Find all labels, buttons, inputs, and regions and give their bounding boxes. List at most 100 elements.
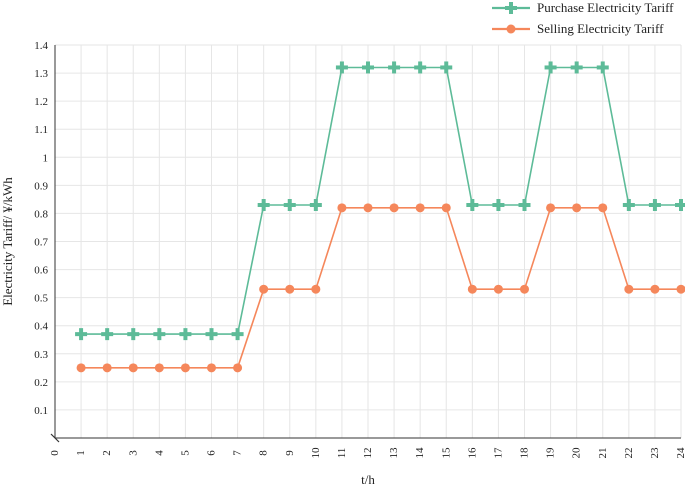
data-point	[467, 284, 477, 294]
y-tick-label: 0.4	[34, 321, 48, 333]
data-point	[335, 61, 348, 74]
marker-plus-v	[339, 61, 344, 74]
data-point	[389, 203, 399, 213]
data-point	[570, 61, 583, 74]
y-tick-label: 0.3	[34, 349, 48, 361]
marker-plus-v	[444, 61, 449, 74]
y-tick-label: 1.2	[34, 96, 48, 108]
x-tick-label: 4	[153, 450, 165, 456]
x-tick-label: 16	[466, 447, 478, 459]
y-axis-label: Electricity Tariff/ ¥/kWh	[0, 177, 15, 306]
data-point	[205, 328, 218, 341]
marker-plus-v	[600, 61, 605, 74]
data-point	[283, 199, 296, 212]
marker-plus-v	[157, 328, 162, 341]
axis-break-mark	[50, 433, 60, 443]
x-tick-label: 9	[284, 450, 296, 456]
data-point	[362, 61, 374, 74]
data-point	[309, 199, 322, 212]
x-tick-label: 24	[675, 447, 685, 459]
marker-plus-v	[105, 328, 110, 341]
legend-item: Selling Electricity Tariff	[492, 21, 664, 36]
marker-plus-v	[574, 61, 579, 74]
data-point	[257, 199, 270, 212]
x-tick-label: 5	[179, 450, 191, 456]
marker-plus-v	[261, 199, 266, 212]
series-layer	[75, 61, 685, 373]
x-tick-label: 10	[310, 447, 322, 459]
marker-plus-v	[79, 328, 84, 341]
marker-plus-v	[183, 328, 188, 341]
data-point	[466, 199, 479, 212]
data-point	[520, 284, 529, 294]
x-tick-labels: 0 1 2 3 4 5 6 7 8 9 10 11 12 13 14 15 16 17 18 19 20 21 22 23 24	[49, 447, 685, 459]
x-axis-label: t/h	[361, 472, 375, 486]
marker-plus-v	[131, 328, 136, 341]
legend: Purchase Electricity Tariff Selling Elect…	[492, 0, 674, 36]
x-tick-label: 22	[623, 448, 635, 459]
data-point	[233, 363, 243, 373]
marker-plus-v	[496, 199, 501, 212]
data-point	[596, 61, 609, 74]
y-tick-label: 0.6	[34, 265, 48, 277]
legend-swatch-marker	[505, 2, 517, 14]
data-point	[492, 199, 505, 212]
legend-swatch-marker	[506, 24, 516, 34]
x-tick-label: 12	[362, 448, 374, 459]
data-point	[622, 199, 635, 212]
marker-plus-v	[522, 199, 527, 212]
y-tick-label: 0.1	[34, 405, 48, 417]
x-tick-label: 2	[101, 450, 113, 456]
data-point	[415, 203, 425, 213]
marker-plus-v	[366, 61, 370, 74]
data-point	[440, 61, 453, 74]
series-purchase	[75, 61, 685, 341]
x-tick-label: 7	[232, 450, 244, 456]
data-point	[518, 199, 531, 212]
x-tick-label: 13	[388, 447, 400, 459]
y-tick-label: 1.1	[34, 124, 48, 136]
marker-plus-v	[470, 199, 475, 212]
data-point	[128, 363, 138, 373]
x-tick-label: 18	[519, 447, 531, 459]
y-tick-label: 0.9	[34, 180, 48, 192]
data-point	[598, 203, 608, 213]
x-tick-label: 23	[649, 447, 661, 459]
x-tick-label: 6	[206, 450, 218, 456]
marker-plus-v	[392, 61, 397, 74]
data-point	[154, 363, 164, 373]
series-selling	[76, 203, 685, 373]
y-tick-labels: 0.1 0.2 0.3 0.4 0.5 0.6 0.7 0.8 0.9 1 1.1 1.2 1.3 1.4	[34, 40, 48, 417]
data-point	[544, 61, 557, 74]
x-tick-label: 8	[258, 450, 270, 456]
data-point	[311, 284, 321, 294]
data-point	[675, 199, 685, 212]
series-line	[81, 66, 681, 335]
data-point	[624, 284, 634, 294]
data-point	[180, 363, 190, 373]
x-tick-label: 15	[440, 447, 452, 459]
y-tick-label: 0.5	[34, 293, 48, 305]
data-point	[648, 199, 661, 212]
data-point	[388, 61, 401, 74]
marker-plus-v	[509, 2, 513, 14]
data-point	[259, 284, 269, 294]
data-point	[285, 284, 295, 294]
data-point	[153, 328, 166, 341]
marker-plus-v	[652, 199, 657, 212]
x-tick-label: 14	[414, 447, 426, 459]
data-point	[207, 363, 216, 373]
legend-label: Purchase Electricity Tariff	[537, 0, 674, 15]
data-point	[650, 284, 660, 294]
x-tick-label: 21	[597, 448, 609, 459]
data-point	[127, 328, 140, 341]
y-tick-label: 0.8	[34, 208, 48, 220]
y-tick-label: 1.3	[34, 68, 48, 80]
x-tick-label: 19	[545, 447, 557, 459]
y-tick-label: 0.2	[34, 377, 48, 389]
marker-plus-v	[418, 61, 423, 74]
marker-plus-v	[235, 328, 240, 341]
x-tick-label: 1	[75, 450, 87, 456]
legend-label: Selling Electricity Tariff	[537, 21, 664, 36]
